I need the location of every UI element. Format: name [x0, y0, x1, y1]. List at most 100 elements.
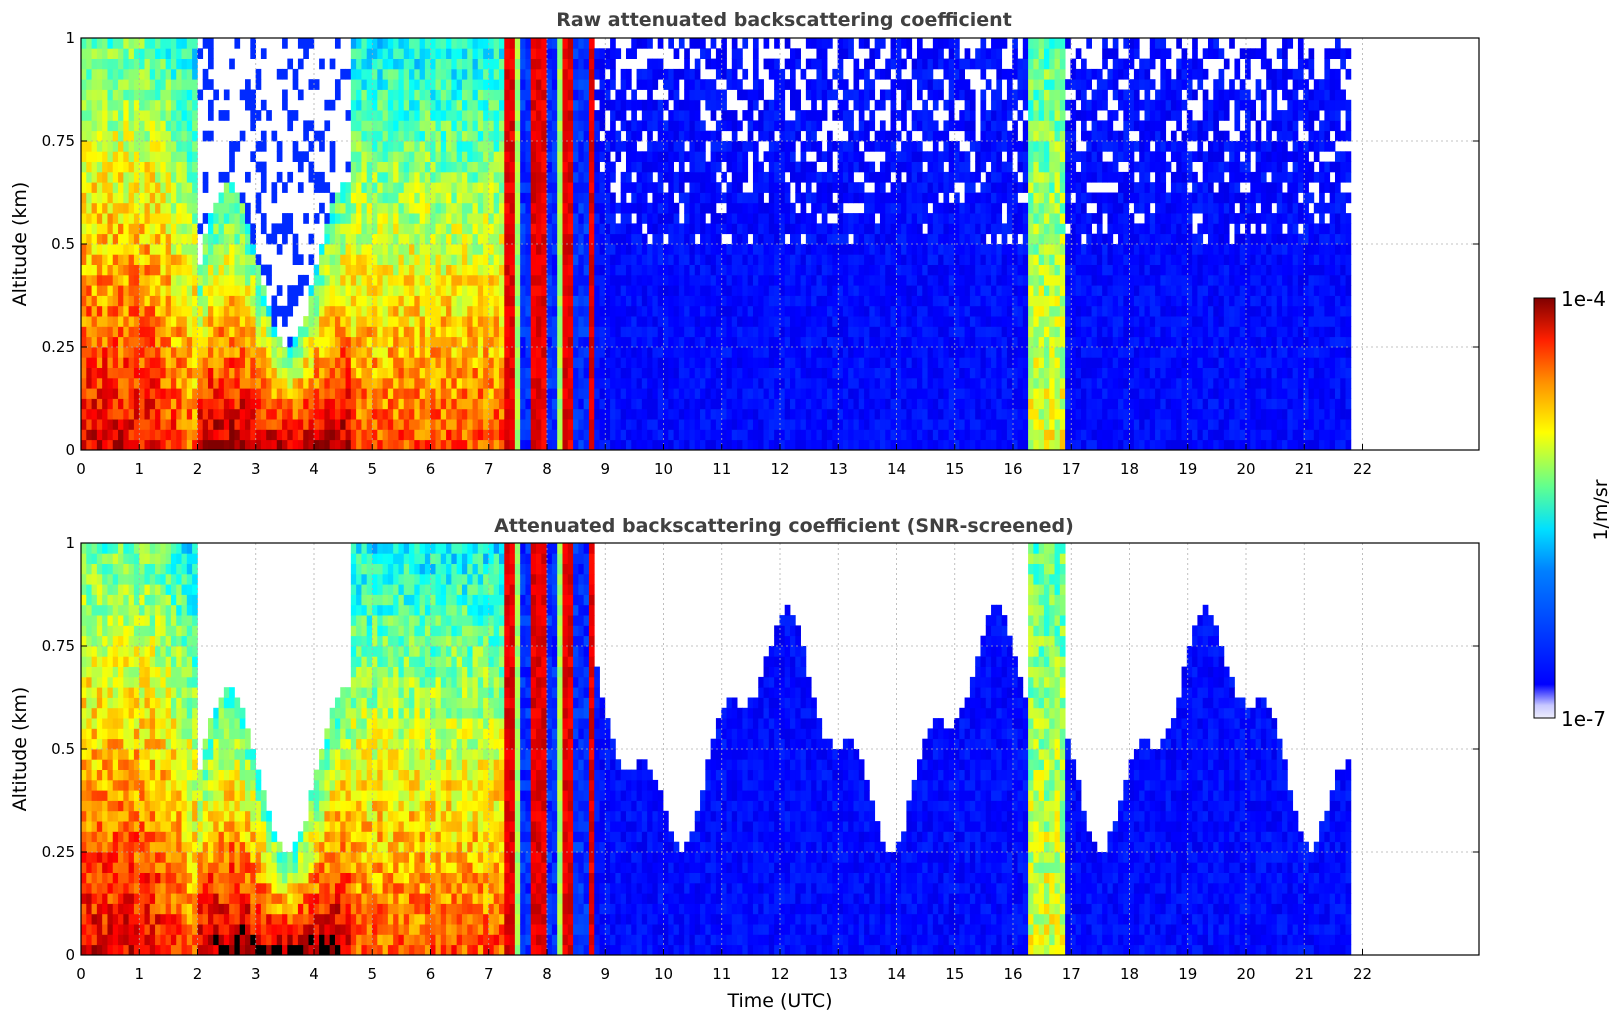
heatmap-cell: [816, 79, 823, 90]
heatmap-cell: [160, 233, 167, 245]
heatmap-cell: [123, 99, 130, 111]
heatmap-cell: [498, 120, 505, 132]
heatmap-cell: [207, 274, 214, 286]
heatmap-cell: [403, 419, 410, 430]
heatmap-cell: [430, 357, 436, 368]
heatmap-cell: [493, 99, 500, 111]
heatmap-cell: [255, 419, 262, 430]
heatmap-cell: [118, 182, 124, 193]
heatmap-cell: [472, 120, 479, 132]
heatmap-cell: [292, 285, 299, 296]
heatmap-cell: [774, 398, 780, 410]
heatmap-cell: [483, 429, 489, 441]
heatmap-cell: [133, 99, 140, 111]
heatmap-cell: [340, 408, 346, 420]
heatmap-cell: [604, 367, 611, 379]
heatmap-cell: [588, 305, 595, 317]
heatmap-cell: [541, 151, 548, 162]
heatmap-cell: [461, 202, 468, 214]
heatmap-cell: [588, 192, 595, 204]
heatmap-cell: [91, 48, 98, 59]
heatmap-cell: [409, 244, 415, 255]
heatmap-cell: [504, 120, 510, 132]
heatmap-cell: [292, 367, 299, 379]
heatmap-cell: [176, 326, 182, 338]
heatmap-cell: [223, 388, 230, 399]
heatmap-cell: [414, 274, 421, 286]
heatmap-cell: [218, 336, 225, 348]
heatmap-cell: [562, 161, 569, 173]
heatmap-cell: [345, 192, 352, 204]
heatmap-cell: [472, 38, 479, 49]
heatmap-cell: [504, 264, 510, 276]
heatmap-cell: [546, 377, 553, 389]
heatmap-cell: [689, 285, 696, 296]
heatmap-cell: [451, 182, 458, 193]
heatmap-cell: [165, 388, 172, 399]
heatmap-cell: [139, 141, 145, 152]
heatmap-cell: [139, 233, 145, 245]
heatmap-cell: [245, 377, 251, 389]
heatmap-cell: [483, 48, 489, 59]
heatmap-cell: [546, 202, 553, 214]
heatmap-cell: [350, 274, 357, 286]
heatmap-cell: [170, 388, 177, 399]
heatmap-cell: [821, 202, 828, 214]
heatmap-cell: [663, 408, 669, 420]
heatmap-cell: [805, 347, 812, 358]
heatmap-cell: [668, 367, 674, 379]
heatmap-cell: [668, 274, 674, 286]
heatmap-cell: [350, 120, 357, 132]
heatmap-cell: [588, 151, 595, 162]
heatmap-cell: [678, 326, 685, 338]
heatmap-cell: [107, 244, 114, 255]
heatmap-cell: [774, 419, 780, 430]
heatmap-cell: [112, 202, 119, 214]
heatmap-cell: [610, 347, 616, 358]
heatmap-cell: [160, 110, 167, 121]
heatmap-cell: [308, 171, 315, 183]
heatmap-cell: [176, 120, 182, 132]
heatmap-cell: [446, 398, 452, 410]
heatmap-cell: [202, 254, 209, 265]
heatmap-cell: [726, 367, 733, 379]
heatmap-cell: [319, 264, 325, 276]
heatmap-cell: [260, 161, 267, 173]
heatmap-cell: [181, 89, 188, 101]
heatmap-cell: [684, 171, 690, 183]
heatmap-cell: [800, 429, 807, 441]
heatmap-cell: [340, 367, 346, 379]
heatmap-cell: [192, 244, 198, 255]
heatmap-cell: [372, 419, 378, 430]
heatmap-cell: [573, 439, 579, 451]
heatmap-cell: [372, 79, 378, 90]
heatmap-cell: [155, 89, 161, 101]
heatmap-cell: [387, 295, 394, 307]
heatmap-cell: [165, 89, 172, 101]
heatmap-cell: [821, 244, 828, 255]
heatmap-cell: [700, 182, 706, 193]
heatmap-cell: [350, 264, 357, 276]
heatmap-cell: [446, 89, 452, 101]
heatmap-cell: [747, 110, 754, 121]
heatmap-cell: [155, 274, 161, 286]
heatmap-cell: [578, 285, 585, 296]
heatmap-cell: [615, 202, 622, 214]
heatmap-cell: [530, 79, 537, 90]
heatmap-cell: [816, 388, 823, 399]
heatmap-cell: [647, 120, 653, 132]
heatmap-cell: [139, 316, 145, 327]
heatmap-cell: [483, 398, 489, 410]
heatmap-cell: [747, 213, 754, 224]
heatmap-cell: [657, 439, 664, 451]
heatmap-cell: [557, 99, 563, 111]
heatmap-cell: [96, 388, 103, 399]
heatmap-cell: [530, 419, 537, 430]
heatmap-cell: [700, 38, 706, 49]
heatmap-cell: [536, 274, 542, 286]
heatmap-cell: [149, 161, 156, 173]
heatmap-cell: [144, 130, 151, 142]
heatmap-cell: [594, 192, 600, 204]
heatmap-cell: [752, 388, 759, 399]
heatmap-cell: [615, 141, 622, 152]
